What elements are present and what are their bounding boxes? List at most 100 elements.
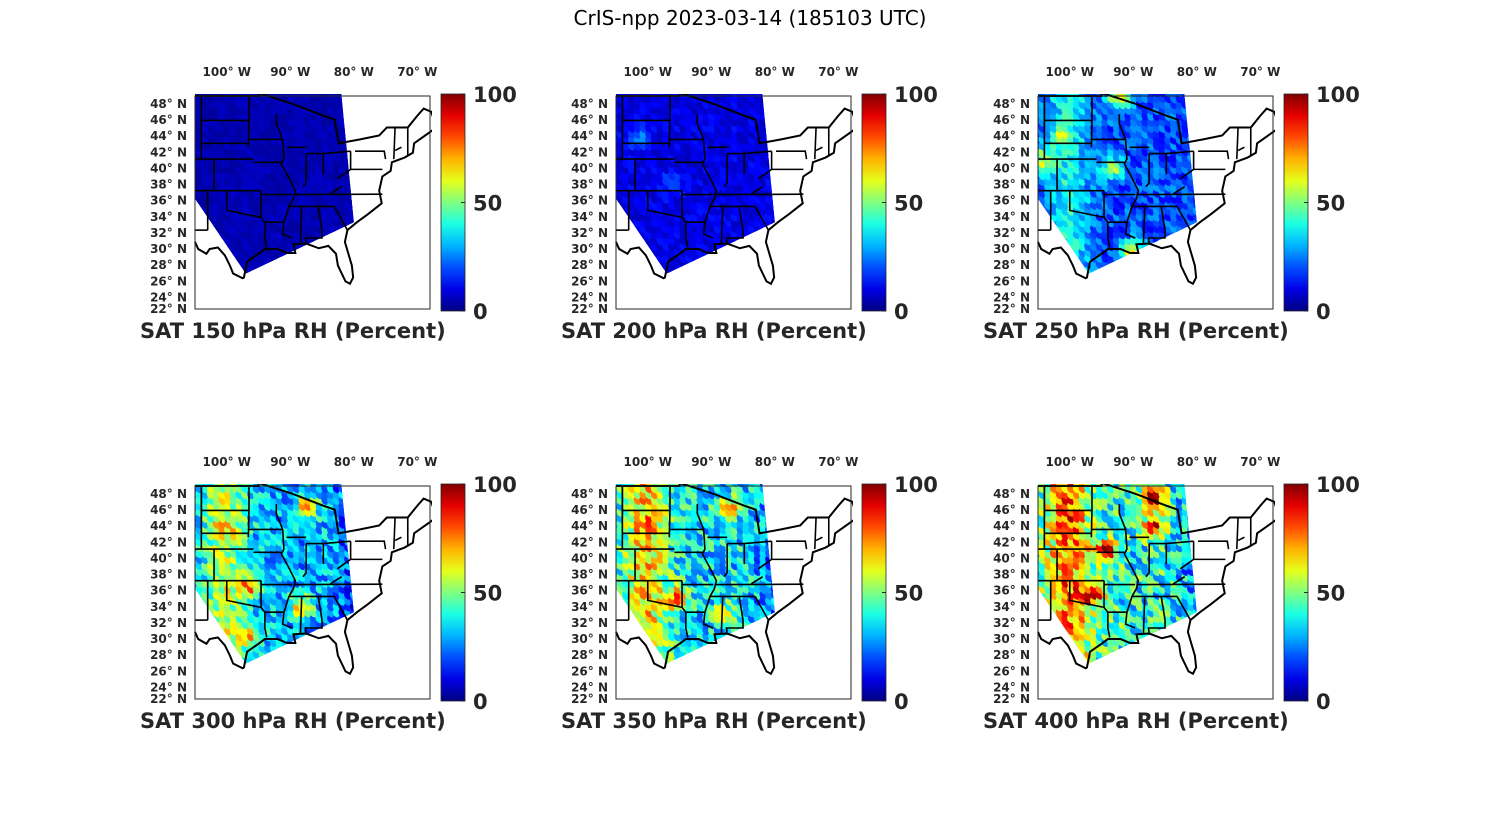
footprint [1192,228,1197,240]
footprint [218,276,228,286]
state-border [668,96,671,148]
footprint [327,264,338,274]
footprint [1147,246,1158,257]
footprint [1055,264,1067,274]
footprint [293,276,303,286]
footprint [1164,270,1175,274]
footprint [327,648,338,659]
footprint [765,122,775,133]
footprint [196,666,206,676]
footprint [1192,122,1197,133]
footprint [708,252,719,263]
footprint [264,276,274,286]
footprint [628,666,638,676]
panel-title: SAT 200 hPa RH (Percent) [561,319,867,343]
y-tick-label: 40° N [571,161,608,175]
footprint [258,270,269,274]
footprint [759,642,770,653]
footprint [1170,276,1180,286]
map-plot: 100° W 90° W 80° W 70° W48° N46° N44° N42° … [150,65,517,324]
footprint [770,157,775,169]
footprint [1192,94,1197,104]
footprint [315,648,326,659]
footprint [1147,276,1157,286]
state-border [225,190,262,219]
footprint [702,648,713,659]
state-border [299,596,303,634]
footprint [293,666,303,676]
footprint [1141,276,1151,286]
y-tick-label: 28° N [150,258,187,272]
footprint [349,630,354,642]
footprint [321,252,332,263]
footprint [1130,270,1141,274]
footprint [1135,258,1147,269]
footprint [1192,104,1197,115]
footprint [622,222,633,234]
footprint [253,666,263,676]
footprint [287,648,298,659]
footprint [212,630,224,642]
footprint [730,252,742,263]
footprint [622,654,633,664]
x-tick-label: 70° W [397,65,437,79]
footprint [349,624,354,636]
map-panel: 100° W 90° W 80° W 70° W 48° N 46° N 44° N 42° … [130,446,550,746]
footprint [725,648,736,659]
footprint [281,648,292,659]
footprint [269,270,281,274]
footprint [315,270,327,274]
state-border [306,540,351,545]
y-tick-label: 24° N [993,290,1030,304]
footprint [719,276,729,286]
footprint [770,187,775,198]
footprint [287,264,298,274]
footprint [742,270,753,274]
footprint [719,270,730,274]
footprint [1049,252,1061,263]
footprint [321,264,332,274]
footprint [275,648,286,659]
footprint [1055,258,1067,269]
footprint [349,547,354,559]
footprint [708,666,718,676]
y-tick-label: 22° N [150,302,187,316]
y-tick-label: 26° N [150,274,187,288]
footprint [1181,258,1192,269]
footprint [713,654,725,664]
x-tick-label: 90° W [270,455,310,469]
footprint [719,642,730,653]
footprint [708,660,719,664]
colorbar-tick-label: 50 [473,192,502,216]
axes-box [194,95,431,310]
footprint [281,264,292,274]
footprint [765,116,775,127]
footprint [1176,276,1186,286]
footprint [616,654,627,664]
footprint [696,660,707,664]
footprint [292,258,304,269]
panel-title: SAT 250 hPa RH (Percent) [983,319,1289,343]
footprint [349,506,354,517]
state-border [247,486,250,538]
y-tick-label: 48° N [150,487,187,501]
footprint [713,648,725,659]
footprint [327,276,337,286]
footprint [206,648,218,659]
footprint [349,175,354,187]
footprint [1038,234,1049,246]
footprint [1050,276,1060,286]
footprint [685,654,696,664]
footprint [349,500,354,511]
footprint [639,666,649,676]
state-border [329,576,343,585]
footprint [206,264,218,274]
footprint [730,270,742,274]
footprint [349,494,354,505]
footprint [736,648,747,659]
footprint [349,157,354,169]
map-panel: 100° W 90° W 80° W 70° W 48° N 46° N 44° N 42° … [551,56,971,356]
footprint [269,264,281,274]
footprint [708,258,719,269]
footprint [1055,252,1067,263]
